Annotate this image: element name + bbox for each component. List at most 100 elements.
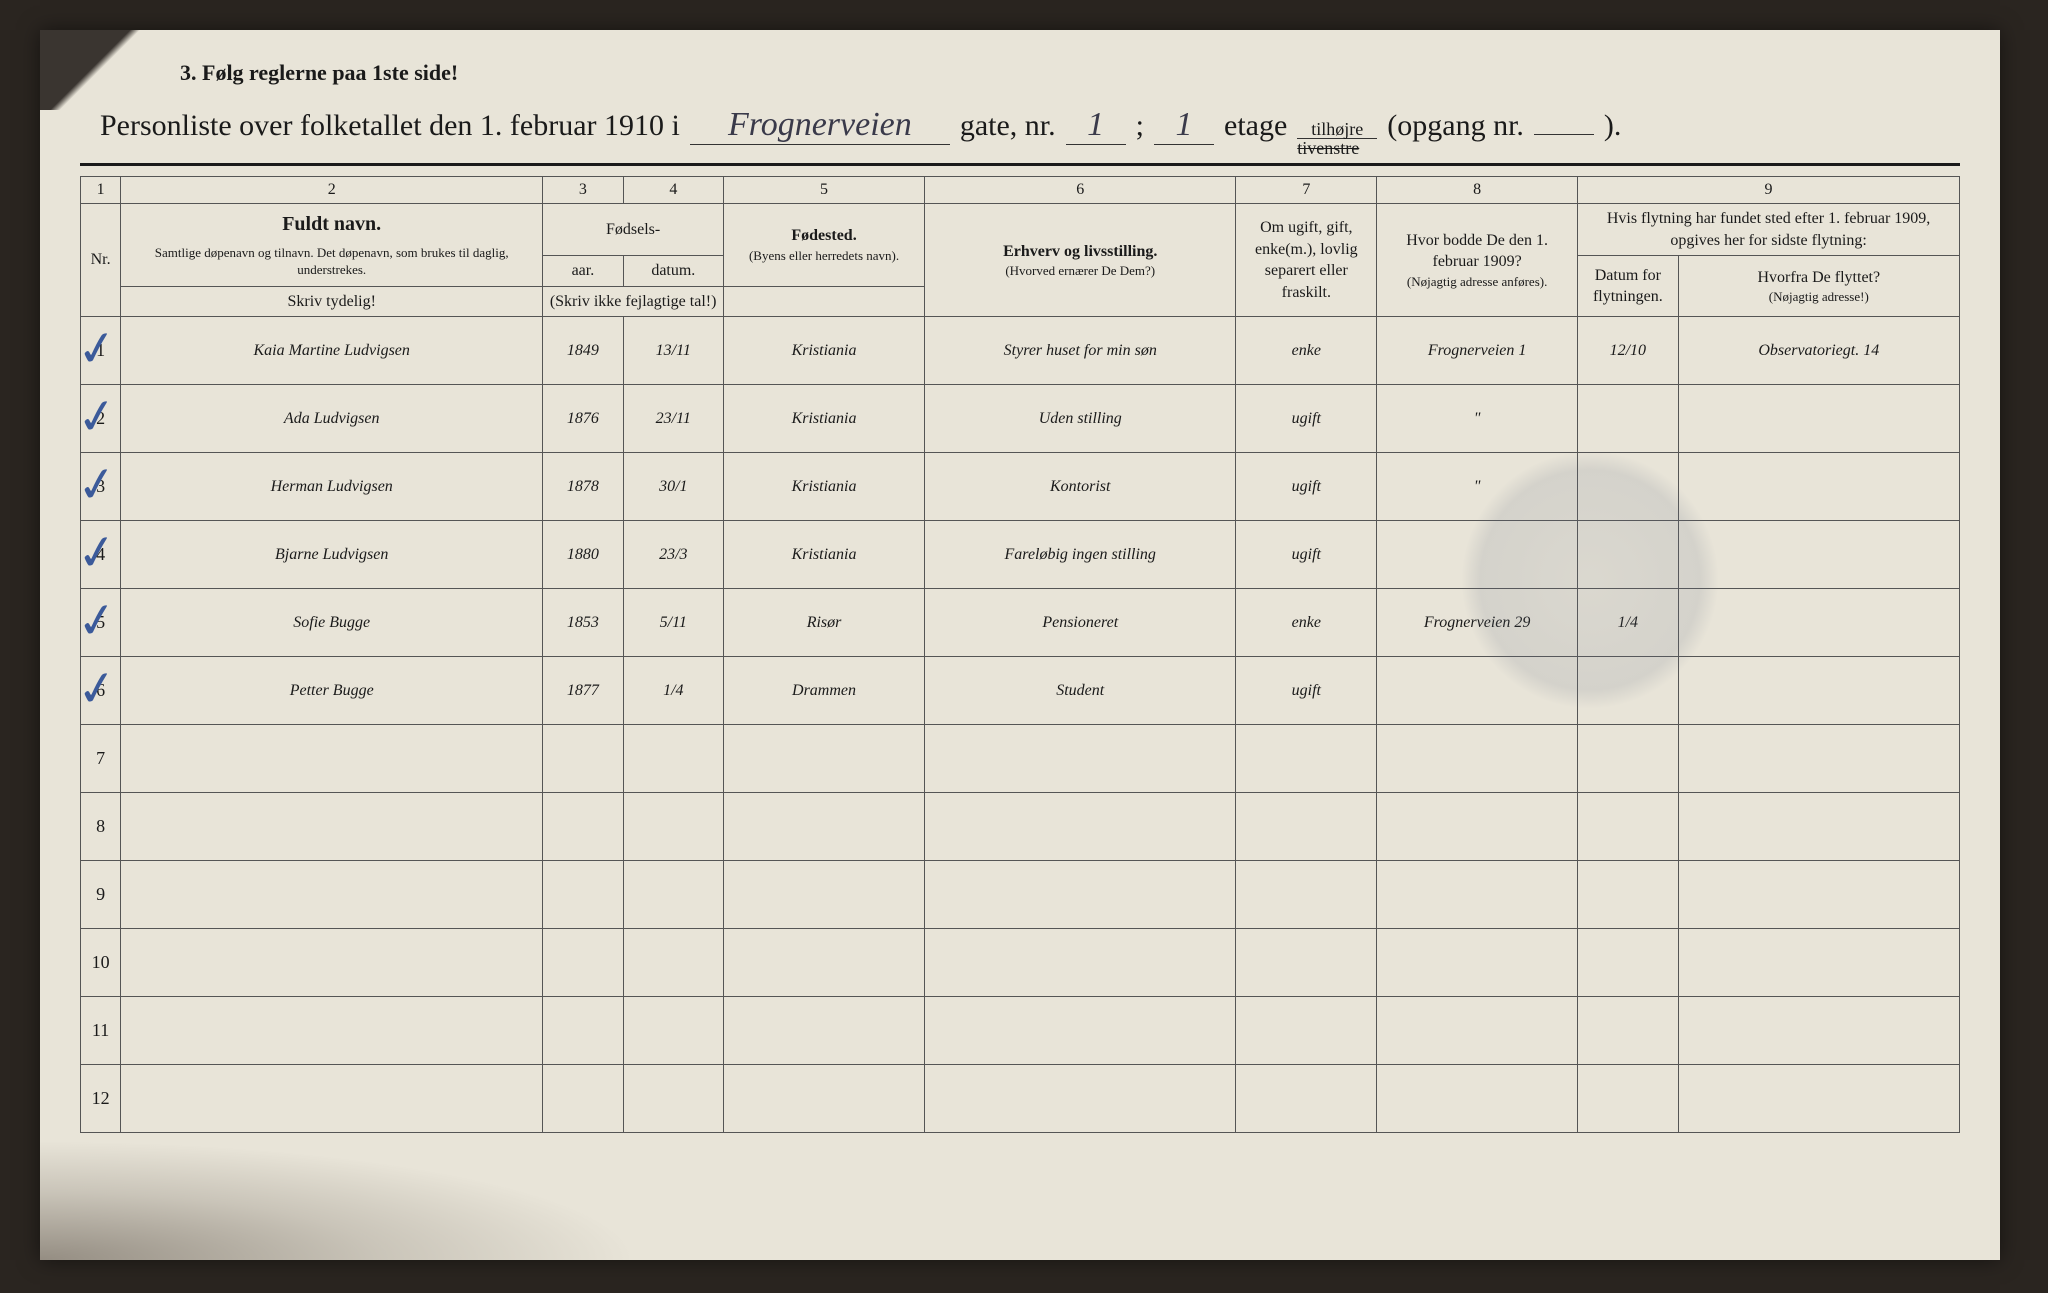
cell-year xyxy=(543,861,623,929)
title-text: Personliste over folketallet den 1. febr… xyxy=(100,109,680,143)
cell-year xyxy=(543,725,623,793)
cell-move-from: Observatoriegt. 14 xyxy=(1678,317,1959,385)
row-number: 8 xyxy=(81,793,121,861)
colnum-8: 8 xyxy=(1377,177,1578,204)
title-rule xyxy=(80,163,1960,166)
table-header: 1 2 3 4 5 6 7 8 9 Nr. Fuldt navn. Samtli… xyxy=(81,177,1960,317)
cell-occupation: Fareløbig ingen stilling xyxy=(925,521,1236,589)
cell-name xyxy=(121,929,543,997)
row-number: 7 xyxy=(81,725,121,793)
cell-name: Bjarne Ludvigsen xyxy=(121,521,543,589)
cell-status: ugift xyxy=(1236,385,1377,453)
cell-place: Kristiania xyxy=(724,385,925,453)
cell-status: ugift xyxy=(1236,521,1377,589)
cell-name: Sofie Bugge xyxy=(121,589,543,657)
cell-name xyxy=(121,861,543,929)
row-number: ✓3 xyxy=(81,453,121,521)
colnum-3: 3 xyxy=(543,177,623,204)
cell-date: 30/1 xyxy=(623,453,723,521)
hdr-flyt: Hvis flytning har fundet sted efter 1. f… xyxy=(1578,204,1960,256)
cell-addr1909: " xyxy=(1377,385,1578,453)
table-row: 11 xyxy=(81,997,1960,1065)
cell-place: Kristiania xyxy=(724,317,925,385)
cell-addr1909 xyxy=(1377,1065,1578,1133)
cell-date: 5/11 xyxy=(623,589,723,657)
checkmark-icon: ✓ xyxy=(73,455,121,516)
cell-move-date xyxy=(1578,385,1678,453)
hdr-erhverv: Erhverv og livsstilling. (Hvorved ernære… xyxy=(925,204,1236,317)
checkmark-icon: ✓ xyxy=(73,591,121,652)
tilhojre-label: tilhøjre xyxy=(1297,120,1377,139)
hdr-erhverv-s: (Hvorved ernærer De Dem?) xyxy=(931,262,1229,280)
gate-nr: 1 xyxy=(1066,106,1126,145)
colnum-1: 1 xyxy=(81,177,121,204)
cell-date xyxy=(623,1065,723,1133)
cell-date xyxy=(623,725,723,793)
cell-date: 23/3 xyxy=(623,521,723,589)
cell-place: Kristiania xyxy=(724,521,925,589)
cell-addr1909: Frognerveien 29 xyxy=(1377,589,1578,657)
close-paren: ). xyxy=(1604,109,1622,143)
hdr-flyt-fra-s: (Nøjagtig adresse!) xyxy=(1685,288,1953,306)
cell-year: 1853 xyxy=(543,589,623,657)
semicolon: ; xyxy=(1136,109,1144,143)
cell-name: Kaia Martine Ludvigsen xyxy=(121,317,543,385)
table-body: ✓1Kaia Martine Ludvigsen184913/11Kristia… xyxy=(81,317,1960,1133)
cell-place: Risør xyxy=(724,589,925,657)
hdr-1909: Hvor bodde De den 1. februar 1909? (Nøja… xyxy=(1377,204,1578,317)
checkmark-icon: ✓ xyxy=(73,659,121,720)
row-number: ✓5 xyxy=(81,589,121,657)
hdr-fuldt-sub: Samtlige døpenavn og tilnavn. Det døpena… xyxy=(127,244,536,279)
cell-place xyxy=(724,725,925,793)
cell-date xyxy=(623,793,723,861)
cell-year: 1878 xyxy=(543,453,623,521)
cell-place xyxy=(724,929,925,997)
table-row: ✓3Herman Ludvigsen187830/1KristianiaKont… xyxy=(81,453,1960,521)
hdr-erhverv-t: Erhverv og livsstilling. xyxy=(931,241,1229,263)
cell-year xyxy=(543,793,623,861)
street-name: Frognerveien xyxy=(690,106,950,145)
cell-occupation xyxy=(925,861,1236,929)
cell-date xyxy=(623,997,723,1065)
row-number: ✓4 xyxy=(81,521,121,589)
hdr-name: Fuldt navn. Samtlige døpenavn og tilnavn… xyxy=(121,204,543,287)
cell-occupation: Styrer huset for min søn xyxy=(925,317,1236,385)
cell-status: ugift xyxy=(1236,453,1377,521)
hdr-ugift: Om ugift, gift, enke(m.), lovlig separer… xyxy=(1236,204,1377,317)
table-row: ✓4Bjarne Ludvigsen188023/3KristianiaFare… xyxy=(81,521,1960,589)
cell-status xyxy=(1236,793,1377,861)
cell-place: Drammen xyxy=(724,657,925,725)
table-row: ✓5Sofie Bugge18535/11RisørPensioneretenk… xyxy=(81,589,1960,657)
cell-year: 1877 xyxy=(543,657,623,725)
cell-move-from xyxy=(1678,1065,1959,1133)
hdr-aar: aar. xyxy=(543,256,623,287)
cell-move-date xyxy=(1578,997,1678,1065)
row-number: 11 xyxy=(81,997,121,1065)
census-page: 3. Følg reglerne paa 1ste side! Personli… xyxy=(40,30,2000,1260)
hdr-nr: Nr. xyxy=(81,204,121,317)
cell-move-date xyxy=(1578,521,1678,589)
tivenstre-label: tivenstre xyxy=(1297,139,1377,157)
cell-move-from xyxy=(1678,589,1959,657)
cell-place xyxy=(724,997,925,1065)
cell-status: enke xyxy=(1236,317,1377,385)
cell-move-from xyxy=(1678,929,1959,997)
cell-year: 1876 xyxy=(543,385,623,453)
cell-move-date xyxy=(1578,1065,1678,1133)
cell-addr1909 xyxy=(1377,793,1578,861)
cell-move-from xyxy=(1678,997,1959,1065)
colnum-2: 2 xyxy=(121,177,543,204)
cell-status xyxy=(1236,1065,1377,1133)
hdr-fodested: Fødested. (Byens eller herredets navn). xyxy=(724,204,925,287)
etage-nr: 1 xyxy=(1154,106,1214,145)
cell-status xyxy=(1236,861,1377,929)
cell-move-date xyxy=(1578,453,1678,521)
cell-status xyxy=(1236,997,1377,1065)
cell-name: Ada Ludvigsen xyxy=(121,385,543,453)
colnum-7: 7 xyxy=(1236,177,1377,204)
cell-status xyxy=(1236,929,1377,997)
table-row: ✓1Kaia Martine Ludvigsen184913/11Kristia… xyxy=(81,317,1960,385)
hdr-skriv-tal: (Skriv ikke fejlagtige tal!) xyxy=(543,286,724,317)
cell-name xyxy=(121,725,543,793)
cell-status: ugift xyxy=(1236,657,1377,725)
